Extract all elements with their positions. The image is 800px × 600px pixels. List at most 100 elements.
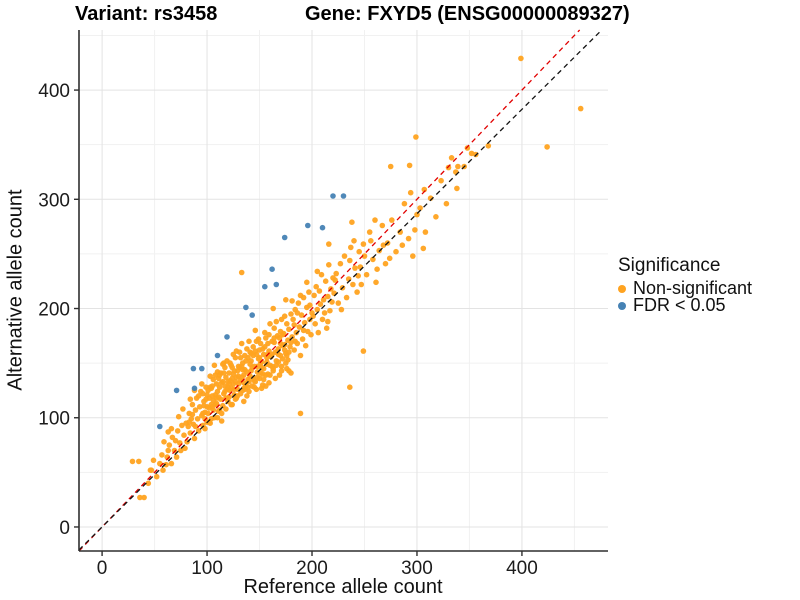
data-point-non-significant [349,219,355,225]
data-point-non-significant [287,344,293,350]
data-point-non-significant [161,439,167,445]
data-point-non-significant [259,371,266,377]
data-point-non-significant [317,301,324,308]
data-point-fdr-significant [190,365,197,372]
data-point-non-significant [199,381,205,387]
data-point-non-significant [211,362,218,369]
data-point-non-significant [374,266,380,273]
data-point-non-significant [318,271,325,278]
data-point-non-significant [229,364,235,371]
y-tick-label: 300 [38,190,70,211]
data-point-non-significant [518,55,524,62]
data-point-non-significant [327,307,333,314]
data-point-non-significant [252,348,259,354]
data-point-non-significant [235,373,242,380]
data-point-non-significant [237,354,244,361]
data-point-non-significant [289,298,295,304]
data-point-non-significant [291,347,298,353]
data-point-non-significant [248,368,254,374]
data-point-non-significant [325,318,331,325]
data-point-non-significant [347,257,353,264]
data-point-non-significant [189,401,196,408]
data-point-non-significant [368,238,374,244]
data-point-non-significant [270,305,277,312]
data-point-non-significant [253,338,260,345]
data-point-non-significant [333,270,340,277]
data-point-non-significant [304,279,310,286]
data-point-non-significant [200,390,206,397]
data-point-non-significant [295,300,302,306]
data-point-non-significant [186,419,192,425]
data-point-non-significant [178,447,184,454]
plot-title-gene: Gene: FXYD5 (ENSG00000089327) [305,3,630,25]
x-tick-label: 100 [191,558,223,579]
data-point-fdr-significant [273,281,280,288]
data-point-non-significant [228,401,234,408]
data-point-non-significant [413,134,419,140]
data-point-non-significant [410,253,416,259]
data-point-non-significant [297,292,304,299]
data-point-fdr-significant [199,365,205,372]
data-point-non-significant [204,392,210,398]
data-point-non-significant [454,185,460,192]
data-point-non-significant [165,429,171,435]
data-point-non-significant [189,411,196,418]
data-point-non-significant [213,381,220,387]
data-point-non-significant [397,229,404,235]
legend: Significance Non-significant FDR < 0.05 [618,254,752,314]
data-point-non-significant [221,370,227,376]
data-point-non-significant [165,447,171,454]
data-point-non-significant [372,217,378,223]
data-point-non-significant [406,162,413,169]
data-point-non-significant [227,360,233,366]
data-point-non-significant [389,217,395,223]
data-point-non-significant [285,357,291,363]
data-point-non-significant [172,437,179,444]
data-point-non-significant [202,425,208,432]
legend-label-non-significant: Non-significant [633,278,753,298]
data-point-non-significant [291,322,298,328]
data-point-non-significant [271,339,278,346]
data-point-non-significant [182,445,188,452]
data-point-non-significant [187,396,194,403]
data-point-non-significant [203,396,209,403]
data-point-non-significant [150,457,157,464]
data-point-non-significant [137,494,143,501]
data-point-fdr-significant [191,385,198,392]
data-point-fdr-significant [214,352,221,359]
data-point-non-significant [210,407,217,413]
data-point-non-significant [314,306,321,313]
data-point-non-significant [191,435,198,442]
data-point-non-significant [129,458,136,465]
data-point-fdr-significant [340,193,347,199]
data-point-non-significant [192,423,199,430]
data-point-non-significant [288,339,294,346]
data-point-non-significant [246,388,252,395]
legend-item-non-significant: Non-significant [618,278,753,298]
data-point-non-significant [288,370,294,376]
data-point-non-significant [226,370,232,376]
data-point-non-significant [272,375,279,382]
data-point-non-significant [293,329,300,336]
data-point-non-significant [341,253,348,259]
data-point-non-significant [145,480,152,487]
y-tick-label: 100 [38,409,70,430]
legend-dot-fdr-icon [618,301,626,310]
data-point-non-significant [380,242,387,248]
y-axis-title: Alternative allele count [4,189,27,391]
data-point-non-significant [271,335,278,341]
data-point-non-significant [278,363,285,370]
data-point-non-significant [220,361,226,368]
data-point-non-significant [269,363,275,370]
data-point-non-significant [262,329,268,336]
data-point-non-significant [212,401,219,408]
data-point-non-significant [308,331,314,338]
data-point-non-significant [278,368,285,374]
data-point-non-significant [263,383,269,389]
data-point-non-significant [159,452,165,458]
data-point-non-significant [248,350,254,357]
data-point-non-significant [420,245,427,252]
data-point-non-significant [386,255,393,262]
data-point-non-significant [351,238,357,244]
data-point-non-significant [455,163,461,170]
